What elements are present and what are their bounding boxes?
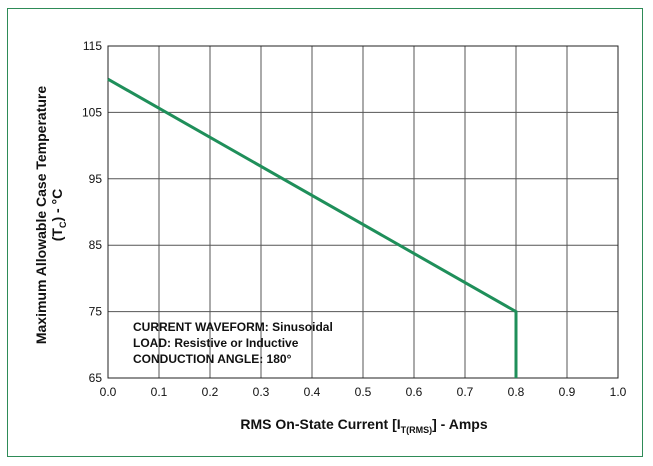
x-tick-label: 0.6 xyxy=(406,385,423,399)
x-tick-label: 0.5 xyxy=(355,385,372,399)
y-tick-label: 75 xyxy=(89,305,103,319)
annotation-load: LOAD: Resistive or Inductive xyxy=(133,336,299,350)
x-tick-labels: 0.0 0.1 0.2 0.3 0.4 0.5 0.6 0.7 0.8 0.9 1.0 xyxy=(100,385,627,399)
x-tick-label: 0.0 xyxy=(100,385,117,399)
y-tick-label: 105 xyxy=(82,105,102,119)
y-axis-title: Maximum Allowable Case Temperature (TC) … xyxy=(33,86,68,345)
plot-border xyxy=(107,45,619,379)
x-tick-label: 0.4 xyxy=(304,385,321,399)
y-axis-title-line1: Maximum Allowable Case Temperature xyxy=(33,86,49,345)
x-tick-label: 0.3 xyxy=(253,385,270,399)
x-axis-title: RMS On-State Current [IT(RMS)] - Amps xyxy=(240,416,487,435)
series-line xyxy=(107,77,518,378)
y-tick-label: 85 xyxy=(89,238,103,252)
y-tick-labels: 65 75 85 95 105 115 xyxy=(82,39,102,385)
x-tick-label: 0.2 xyxy=(202,385,219,399)
series-group xyxy=(107,77,518,378)
annotation-waveform: CURRENT WAVEFORM: Sinusoidal xyxy=(133,320,333,334)
y-tick-label: 65 xyxy=(89,371,103,385)
y-axis-title-line2: (TC) - °C xyxy=(49,189,68,242)
x-tick-label: 1.0 xyxy=(610,385,627,399)
annotation-conduction-angle: CONDUCTION ANGLE: 180° xyxy=(133,352,292,366)
y-tick-label: 95 xyxy=(89,172,103,186)
x-tick-label: 0.7 xyxy=(457,385,474,399)
x-tick-label: 0.1 xyxy=(151,385,168,399)
x-tick-label: 0.8 xyxy=(508,385,525,399)
y-tick-label: 115 xyxy=(83,39,102,53)
annotation-block: CURRENT WAVEFORM: Sinusoidal LOAD: Resis… xyxy=(133,320,333,366)
x-tick-label: 0.9 xyxy=(559,385,576,399)
